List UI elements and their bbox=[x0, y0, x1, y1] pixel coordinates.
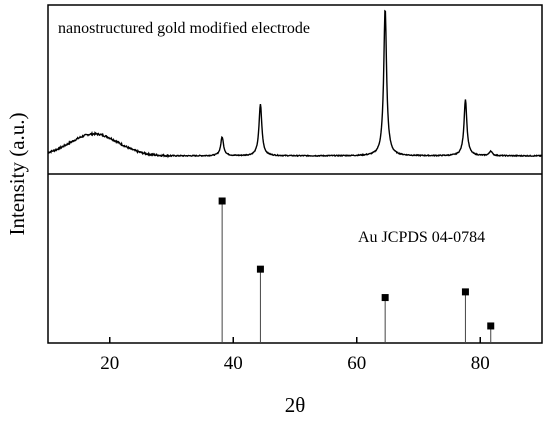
reference-stick-marker bbox=[487, 322, 495, 330]
x-axis-label: 2θ bbox=[285, 393, 306, 417]
x-tick-label: 60 bbox=[347, 353, 366, 374]
x-tick-label: 40 bbox=[224, 353, 243, 374]
reference-stick-marker bbox=[218, 197, 226, 205]
series-line-gold-electrode bbox=[47, 9, 543, 159]
panel-bottom-label: Au JCPDS 04-0784 bbox=[358, 229, 485, 246]
y-axis-label: Intensity (a.u.) bbox=[5, 112, 29, 235]
reference-stick-marker bbox=[461, 288, 469, 296]
x-tick-label: 80 bbox=[471, 353, 490, 374]
panel-top-label: nanostructured gold modified electrode bbox=[58, 20, 310, 37]
x-ticks: 20 40 60 80 bbox=[100, 337, 490, 374]
x-tick-label: 20 bbox=[100, 353, 119, 374]
reference-sticks bbox=[218, 197, 495, 343]
reference-stick-marker bbox=[256, 265, 264, 273]
reference-stick-marker bbox=[381, 294, 389, 302]
